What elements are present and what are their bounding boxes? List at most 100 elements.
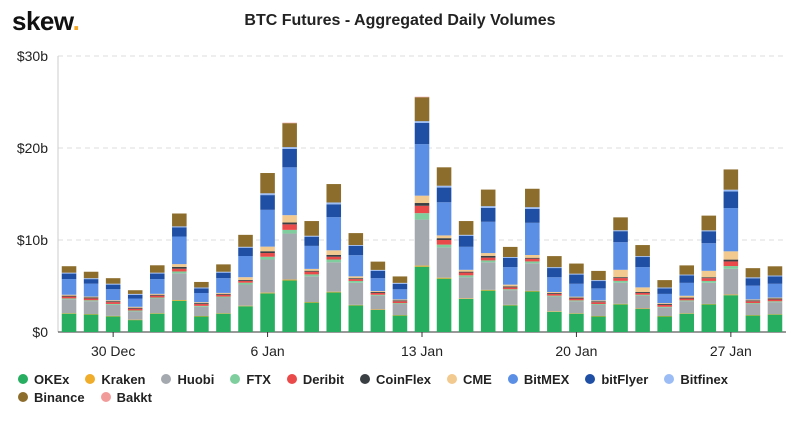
bar-segment [282, 233, 297, 280]
bar-segment [370, 278, 386, 292]
bar-segment [127, 308, 143, 311]
bar-segment [458, 298, 474, 332]
bar-segment [326, 204, 342, 218]
legend-item[interactable]: bitFlyer [585, 370, 648, 388]
bar-segment [216, 313, 231, 332]
legend-item[interactable]: Bakkt [100, 388, 152, 406]
bar-segment [392, 301, 408, 304]
bar-segment [414, 213, 430, 220]
legend-item[interactable]: Binance [18, 388, 85, 406]
bar-segment [127, 320, 143, 332]
logo-text: skew [12, 6, 73, 36]
bar-segment [723, 294, 739, 296]
bar-segment [525, 188, 540, 208]
bar-segment [569, 283, 584, 297]
bar-segment [480, 207, 496, 222]
legend-swatch [230, 374, 241, 384]
legend-item[interactable]: FTX [230, 370, 271, 388]
bar-segment [61, 266, 77, 273]
bar-segment [745, 268, 761, 278]
bar-segment [172, 268, 187, 272]
bar-segment [61, 313, 77, 332]
bar-segment [216, 293, 231, 295]
bar-segment [502, 290, 518, 305]
bar-segment [83, 296, 99, 298]
bar-segment [635, 295, 650, 309]
bar-segment [282, 147, 297, 149]
bar-segment [326, 217, 342, 251]
bar-segment [238, 279, 253, 281]
bar-segment [149, 279, 165, 294]
bar-segment [304, 268, 319, 271]
bar-segment [61, 299, 77, 314]
bar-segment [613, 242, 628, 270]
bar-segment [701, 303, 717, 305]
bar-segment [238, 246, 253, 248]
bar-segment [635, 256, 650, 258]
legend-swatch [360, 374, 371, 384]
bar-segment [657, 288, 672, 294]
bar-segment [591, 288, 606, 301]
bar-segment [370, 295, 386, 310]
bar-segment [414, 121, 430, 123]
legend-item[interactable]: OKEx [18, 370, 69, 388]
legend-swatch [85, 374, 96, 384]
bar-segment [83, 297, 99, 299]
bar-segment [458, 271, 474, 273]
chart-title: BTC Futures - Aggregated Daily Volumes [244, 12, 556, 29]
bar-segment [149, 272, 165, 274]
bar-segment [502, 246, 518, 258]
bar-segment [502, 257, 518, 258]
bar-segment [436, 240, 452, 245]
bar-segment [260, 253, 275, 257]
legend-item[interactable]: BitMEX [507, 370, 569, 388]
bar-segment [149, 265, 165, 273]
bar-segment [480, 206, 496, 208]
bar-segment [304, 236, 319, 246]
bar-segment [414, 144, 430, 196]
legend-item[interactable]: CME [446, 370, 492, 388]
bar-segment [238, 282, 253, 285]
bar-segment [127, 294, 143, 299]
bar-segment [569, 297, 584, 299]
bar-segment [547, 295, 562, 297]
bar-segment [525, 263, 540, 291]
bar-segment [480, 221, 496, 254]
bar-segment [613, 282, 628, 304]
legend-swatch [100, 392, 111, 402]
bar-segment [304, 270, 319, 272]
bar-segment [414, 203, 430, 206]
bar-segment [216, 294, 231, 297]
legend-item[interactable]: Huobi [161, 370, 214, 388]
bar-segment [216, 313, 231, 314]
bar-segment [613, 217, 628, 231]
legend-item[interactable]: Kraken [85, 370, 145, 388]
bar-segment [458, 246, 474, 270]
x-tick-label: 20 Jan [555, 343, 597, 359]
bar-segment [392, 303, 408, 305]
bar-segment [392, 304, 408, 316]
legend-swatch [161, 374, 172, 384]
bar-segment [635, 308, 650, 310]
bar-segment [657, 303, 672, 305]
bar-segment [569, 263, 584, 274]
bar-segment [105, 284, 121, 290]
legend-item[interactable]: Bitfinex [664, 370, 728, 388]
bar-segment [723, 261, 739, 267]
bar-segment [348, 280, 364, 283]
bar-segment [326, 259, 342, 263]
y-tick-label: $20b [17, 140, 48, 156]
bar-segment [238, 305, 253, 307]
bar-segment [745, 299, 761, 301]
bar-segment [679, 300, 695, 302]
bar-segment [569, 313, 584, 314]
bar-segment [458, 272, 474, 276]
bar-segment [105, 283, 121, 285]
bar-segment [348, 255, 364, 277]
legend-item[interactable]: Deribit [286, 370, 344, 388]
bar-segment [83, 300, 99, 302]
bar-segment [348, 304, 364, 306]
legend-item[interactable]: CoinFlex [360, 370, 431, 388]
bar-segment [326, 262, 342, 292]
bar-segment [436, 278, 452, 332]
